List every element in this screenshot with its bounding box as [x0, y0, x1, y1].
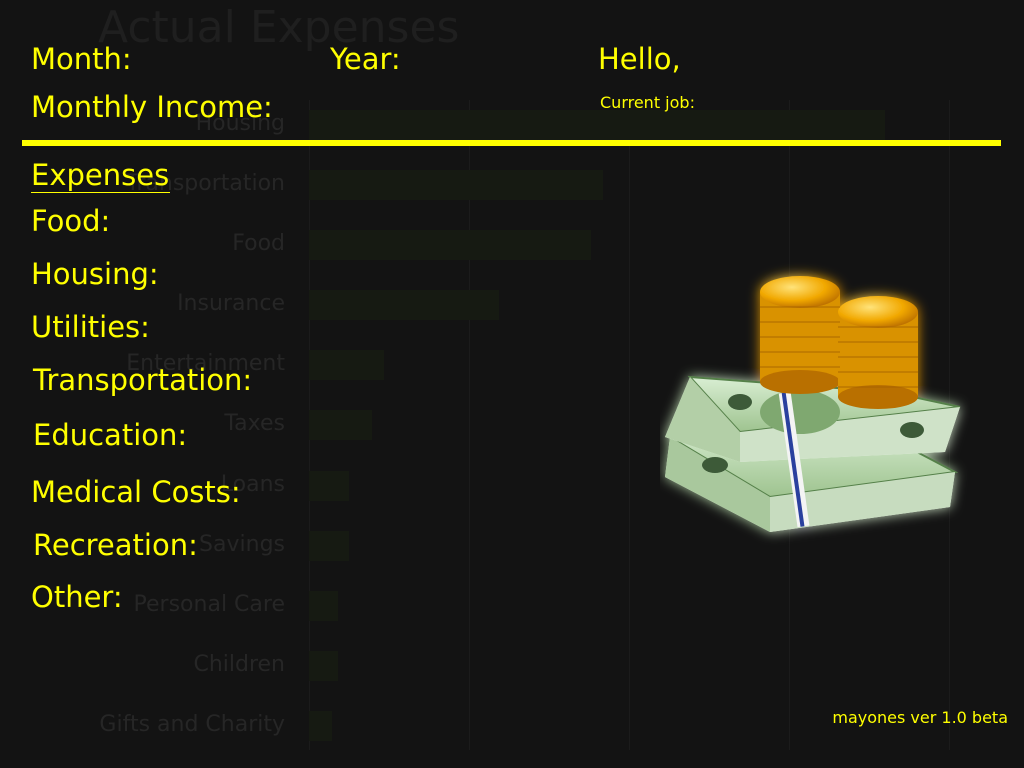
chart-bar: [309, 410, 372, 440]
chart-bar: [309, 290, 499, 320]
chart-category-label: Children: [193, 652, 285, 677]
chart-bar: [309, 471, 349, 501]
chart-bar: [309, 711, 332, 741]
year-label: Year:: [330, 42, 401, 76]
education-label: Education:: [33, 418, 188, 452]
chart-bar: [309, 170, 603, 200]
food-label: Food:: [31, 204, 111, 238]
chart-category-label: Housing: [195, 111, 285, 136]
transportation-label: Transportation:: [33, 363, 253, 397]
chart-category-label: Savings: [199, 532, 285, 557]
recreation-label: Recreation:: [33, 528, 198, 562]
chart-bar: [309, 350, 384, 380]
expenses-heading: Expenses: [31, 158, 170, 192]
chart-category-label: Loans: [220, 472, 285, 497]
chart-category-label: Personal Care: [133, 592, 285, 617]
chart-category-label: Insurance: [177, 291, 285, 316]
chart-category-label: Gifts and Charity: [99, 712, 285, 737]
chart-bar: [309, 110, 885, 140]
monthly-income-label: Monthly Income:: [31, 90, 273, 124]
greeting-text: Hello,: [598, 42, 681, 76]
chart-category-label: Transportation: [126, 171, 285, 196]
month-label: Month:: [31, 42, 132, 76]
chart-category-label: Food: [232, 231, 285, 256]
other-label: Other:: [31, 580, 123, 614]
chart-bar: [309, 230, 591, 260]
chart-bar: [309, 531, 349, 561]
housing-label: Housing:: [31, 257, 159, 291]
expenses-underline: [31, 192, 170, 193]
chart-category-label: Taxes: [224, 411, 285, 436]
chart-bar: [309, 591, 338, 621]
version-text: mayones ver 1.0 beta: [832, 708, 1008, 727]
chart-bar: [309, 651, 338, 681]
chart-gridline: [629, 100, 630, 750]
current-job-label: Current job:: [600, 93, 695, 112]
chart-gridline: [469, 100, 470, 750]
header-divider: [22, 140, 1001, 146]
medical-costs-label: Medical Costs:: [31, 475, 241, 509]
chart-category-label: Entertainment: [126, 351, 285, 376]
money-stack-icon: [665, 276, 961, 532]
chart-title: Actual Expenses: [98, 2, 460, 53]
utilities-label: Utilities:: [31, 310, 150, 344]
